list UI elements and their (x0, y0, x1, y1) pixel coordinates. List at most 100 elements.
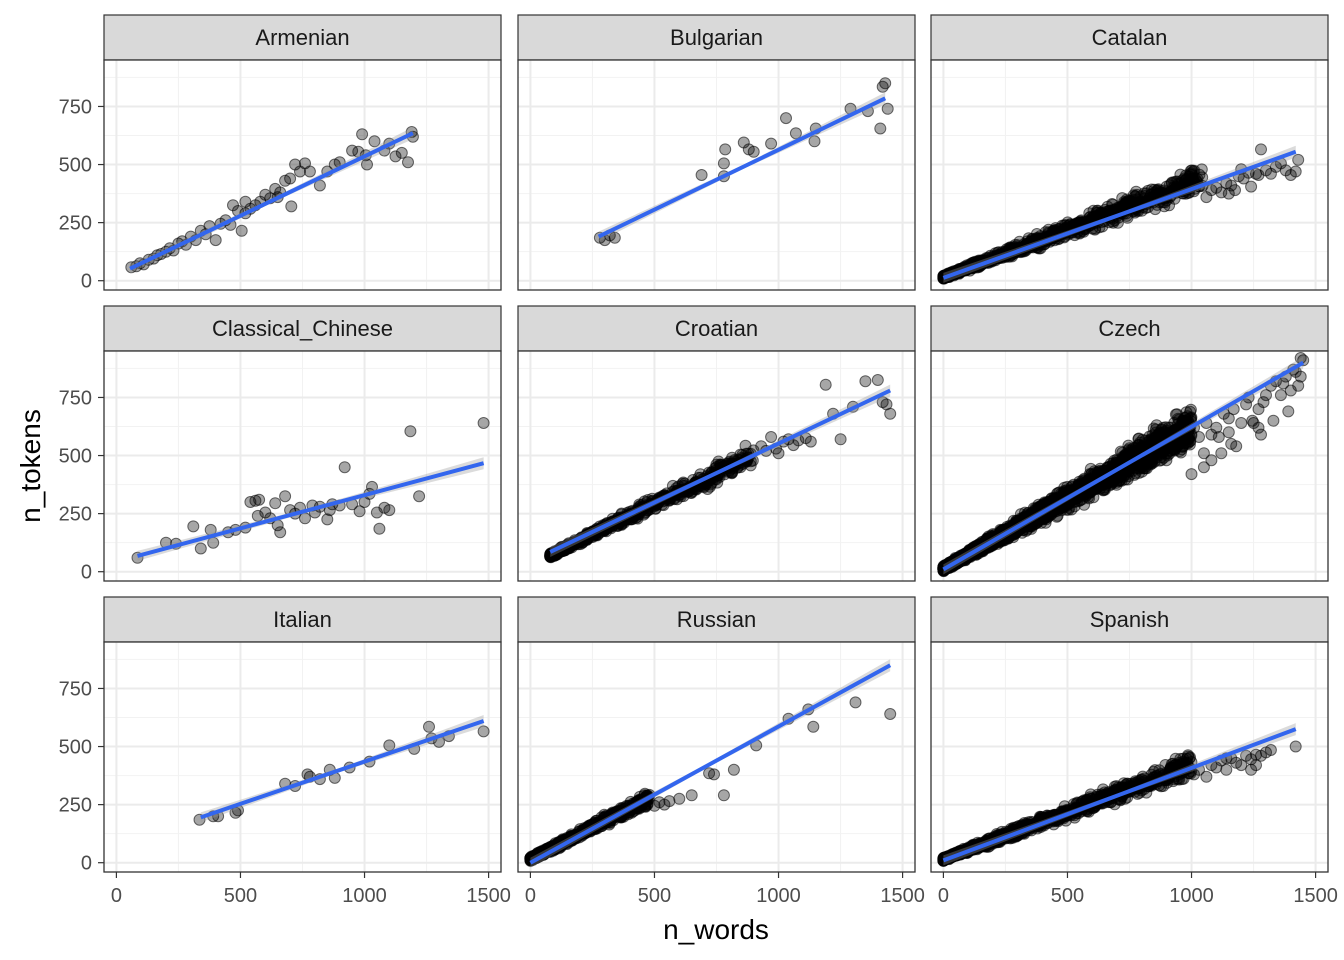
panel-border (103, 350, 502, 582)
facet-panel: Italian (103, 596, 502, 873)
data-point (1155, 447, 1168, 460)
data-point (765, 431, 778, 443)
gridlines (518, 351, 915, 581)
facet-strip (103, 305, 502, 352)
facet-panels: Armenian Bulgarian Catalan Classical_Chines… (103, 14, 1329, 873)
data-point (1185, 468, 1198, 481)
regression-line (597, 96, 887, 239)
data-point (279, 490, 292, 503)
facet-label: Czech (1098, 316, 1160, 341)
data-point (666, 479, 679, 492)
data-point (383, 504, 396, 517)
data-point (1197, 461, 1210, 474)
data-point (389, 150, 402, 163)
data-point (772, 447, 785, 460)
data-point (819, 378, 832, 391)
facet-panel: Czech (930, 305, 1329, 582)
data-point (880, 398, 893, 411)
facet-strip (103, 14, 502, 61)
gridlines (931, 60, 1328, 290)
facet-label: Bulgarian (670, 25, 763, 50)
regression-line (549, 388, 892, 554)
facet-label: Italian (273, 607, 332, 632)
regression-line (136, 461, 485, 558)
facet-label: Classical_Chinese (212, 316, 393, 341)
data-point (1274, 389, 1287, 402)
data-point (1246, 414, 1259, 427)
facet-panel: Catalan (930, 14, 1329, 291)
facet-panel: Armenian (103, 14, 502, 291)
facet-panel: Bulgarian (517, 14, 916, 291)
data-point (413, 490, 426, 503)
data-point (1167, 443, 1180, 456)
data-point (373, 522, 386, 535)
data-point (1193, 431, 1205, 443)
facet-panel: Classical_Chinese (103, 305, 502, 582)
regression-line (129, 131, 414, 271)
data-point (321, 513, 334, 526)
gridlines (104, 351, 501, 581)
data-point (1292, 153, 1305, 166)
data-point (859, 375, 872, 388)
panel-border (517, 350, 916, 582)
data-point (834, 433, 847, 446)
data-point (1222, 187, 1235, 200)
data-point (780, 112, 792, 125)
data-point (747, 145, 760, 158)
data-point (719, 143, 732, 156)
data-points (593, 77, 894, 247)
facet-strip (517, 305, 916, 352)
data-point (808, 135, 821, 148)
facet-panel: Croatian (517, 305, 916, 582)
data-point (338, 461, 351, 474)
facet-label: Russian (677, 607, 756, 632)
data-point (1289, 165, 1302, 178)
data-point (402, 156, 414, 169)
panel-border (930, 59, 1329, 291)
data-points (125, 126, 419, 274)
data-point (1212, 431, 1225, 443)
data-point (1215, 447, 1228, 460)
regression-line (942, 149, 1297, 280)
data-point (251, 509, 264, 522)
data-point (804, 435, 817, 448)
data-point (1229, 184, 1241, 197)
data-point (744, 459, 757, 472)
facet-strip (517, 14, 916, 61)
data-point (313, 179, 326, 192)
panel-border (517, 59, 916, 291)
facet-label: Catalan (1092, 25, 1168, 50)
data-point (1123, 196, 1136, 209)
data-point (361, 158, 373, 171)
data-point (789, 127, 802, 140)
data-point (269, 497, 282, 510)
data-point (1294, 370, 1307, 383)
data-point (726, 451, 739, 464)
data-point (1267, 414, 1280, 427)
data-point (881, 102, 894, 115)
data-point (1255, 143, 1267, 156)
data-point (209, 234, 222, 247)
data-points (131, 417, 490, 564)
data-point (1282, 405, 1295, 418)
gridlines (104, 60, 501, 290)
data-point (879, 77, 892, 90)
data-point (1030, 228, 1043, 240)
data-point (695, 169, 708, 181)
data-point (1225, 437, 1238, 450)
data-point (765, 137, 778, 150)
data-point (871, 374, 884, 386)
facet-strip (930, 14, 1329, 61)
data-point (1215, 186, 1228, 199)
data-point (274, 526, 287, 539)
facet-strip (930, 305, 1329, 352)
data-point (608, 231, 621, 244)
data-point (477, 417, 490, 429)
data-point (253, 493, 266, 506)
data-point (299, 512, 311, 525)
data-point (303, 165, 316, 178)
data-point (1252, 169, 1265, 181)
data-point (1185, 168, 1198, 181)
data-point (404, 425, 417, 438)
data-points (937, 143, 1305, 285)
